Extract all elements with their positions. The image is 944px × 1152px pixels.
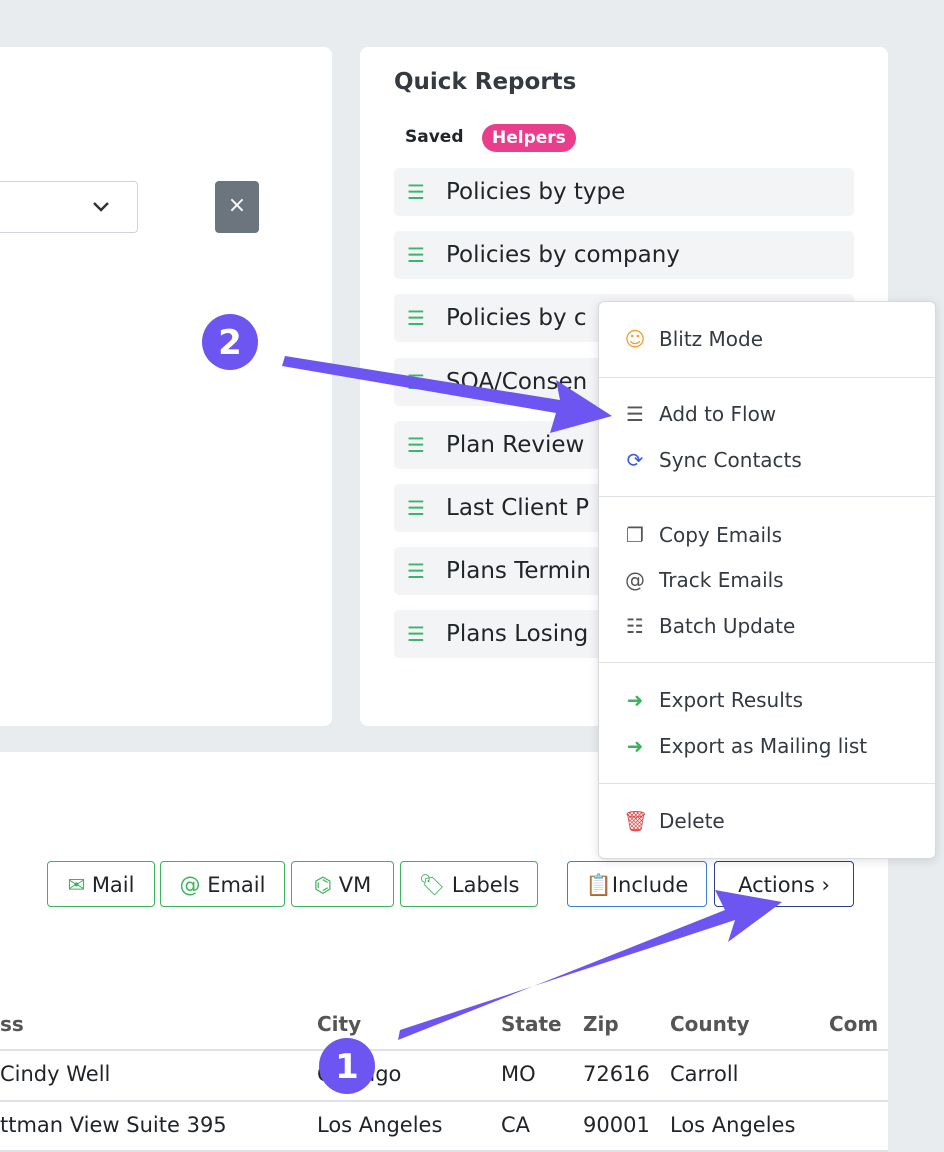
- report-label: Policies by company: [446, 242, 680, 269]
- list-icon: ☰: [407, 306, 425, 331]
- menu-item[interactable]: Batch Update: [659, 614, 796, 638]
- report-label: Plan Review: [446, 431, 585, 458]
- arrow: [282, 356, 782, 1040]
- report-label: Policies by c: [446, 305, 587, 332]
- badge: [319, 1038, 375, 1094]
- badge: [202, 314, 258, 370]
- cell: Los Angeles: [317, 1113, 443, 1137]
- menu-item[interactable]: Sync Contacts: [659, 448, 802, 472]
- menu-icon: ☺: [624, 327, 646, 351]
- cell: Cindy Well: [0, 1062, 111, 1086]
- actions-menu: ☺ Blitz Mode ☰ Add to Flow ⟳ Sync Contacts ❐ Co…: [598, 301, 936, 859]
- mail-button[interactable]: ✉ Mail: [47, 861, 155, 907]
- menu-item[interactable]: Blitz Mode: [659, 327, 764, 351]
- email-button[interactable]: @ Email: [160, 861, 285, 907]
- column-header[interactable]: ss: [0, 1012, 24, 1036]
- report-item[interactable]: ☰ Policies by type: [394, 168, 854, 216]
- menu-item[interactable]: Export Results: [659, 688, 804, 712]
- labels-button[interactable]: 🏷 Labels: [400, 861, 538, 907]
- report-label: Plans Termin: [446, 558, 591, 585]
- cell: 90001: [583, 1113, 650, 1137]
- column-header[interactable]: Com: [829, 1012, 879, 1036]
- row-line: [0, 1150, 888, 1152]
- select[interactable]: [0, 181, 138, 233]
- vm-button[interactable]: ⌬ VM: [291, 861, 394, 907]
- include-button[interactable]: 📋Include: [567, 861, 707, 907]
- cell: Los Angeles: [670, 1113, 796, 1137]
- row-line: [0, 1100, 888, 1102]
- close-button[interactable]: ×: [215, 181, 259, 233]
- column-header[interactable]: State: [501, 1012, 562, 1036]
- label: Email: [207, 873, 266, 897]
- cell: Carroll: [670, 1062, 739, 1086]
- cell: CA: [501, 1113, 531, 1137]
- menu-item[interactable]: Copy Emails: [659, 523, 782, 547]
- label: Labels: [451, 873, 520, 897]
- list-icon: ☰: [407, 432, 425, 457]
- report-label: Policies by type: [446, 179, 626, 205]
- divider: [599, 662, 935, 663]
- menu-icon: ➜: [626, 734, 644, 758]
- filter-card: ×: [0, 47, 332, 726]
- menu-icon: ❐: [626, 523, 644, 547]
- menu-icon: ☷: [626, 614, 644, 638]
- label: Include: [611, 873, 689, 897]
- menu-icon: @: [625, 568, 645, 592]
- menu-icon: 🗑: [623, 809, 649, 833]
- tab[interactable]: Helpers: [482, 124, 576, 152]
- menu-item[interactable]: Delete: [659, 809, 725, 833]
- divider: [599, 496, 935, 497]
- list-icon: ☰: [407, 243, 425, 268]
- label: Actions: [738, 873, 815, 897]
- tab[interactable]: Saved: [405, 127, 464, 147]
- list-icon: ☰: [407, 622, 425, 647]
- report-label: Last Client P: [446, 495, 589, 521]
- row-line: [0, 1049, 888, 1051]
- divider: [599, 783, 935, 784]
- report-item[interactable]: ☰ Policies by company: [394, 231, 854, 280]
- label: VM: [338, 873, 372, 897]
- label: Mail: [91, 873, 135, 897]
- title: Quick Reports: [394, 69, 577, 95]
- menu-item[interactable]: Track Emails: [659, 568, 784, 592]
- menu-item[interactable]: Export as Mailing list: [659, 734, 868, 758]
- cell: MO: [501, 1062, 536, 1086]
- menu-icon: ⟳: [626, 448, 644, 472]
- divider: [599, 377, 935, 378]
- column-header[interactable]: City: [317, 1012, 362, 1036]
- badge-label: 2: [218, 323, 242, 363]
- report-label: Plans Losing: [446, 621, 589, 648]
- menu-icon: ➜: [626, 688, 644, 712]
- menu-item[interactable]: Add to Flow: [659, 402, 777, 426]
- badge-label: 1: [335, 1047, 359, 1087]
- chevron: [93, 202, 109, 212]
- menu-icon: ☰: [626, 402, 644, 426]
- column-header[interactable]: County: [670, 1012, 750, 1036]
- cell: ttman View Suite 395: [0, 1113, 227, 1137]
- list-icon: ☰: [407, 559, 425, 584]
- list-icon: ☰: [407, 180, 425, 204]
- list-icon: ☰: [407, 496, 425, 520]
- column-header[interactable]: Zip: [583, 1012, 619, 1036]
- cell: 72616: [583, 1062, 650, 1086]
